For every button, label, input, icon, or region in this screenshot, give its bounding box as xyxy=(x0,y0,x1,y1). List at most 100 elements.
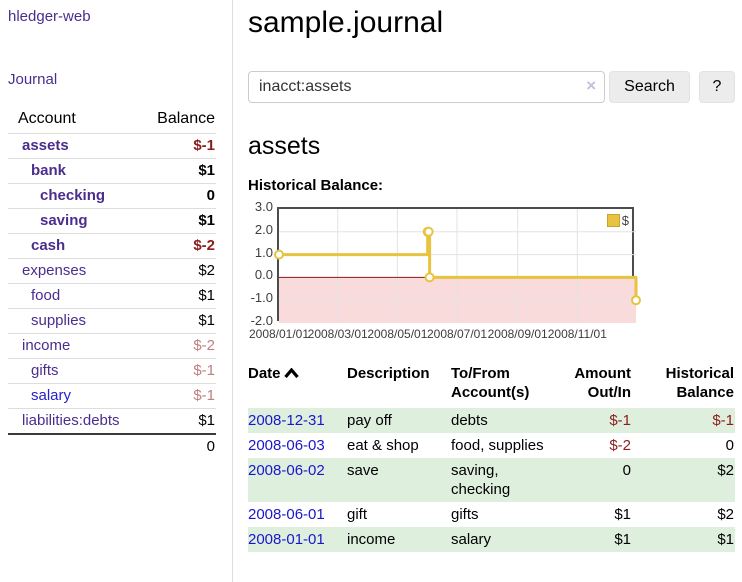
transaction-accounts: debts xyxy=(451,412,488,429)
register-header-row: Date Description To/From Account(s) Amou… xyxy=(248,362,735,408)
y-axis-tick-label: -1.0 xyxy=(250,290,273,306)
x-axis-tick-label: 2008/07/01 xyxy=(426,327,488,341)
transaction-accounts: salary xyxy=(451,531,492,548)
series-color-swatch-icon xyxy=(606,214,620,227)
account-row: expenses $2 xyxy=(8,258,216,284)
y-axis-tick-label: -2.0 xyxy=(250,313,273,328)
account-balance: $1 xyxy=(198,287,215,304)
transaction-accounts: saving, checking xyxy=(451,462,511,498)
account-balance: $1 xyxy=(198,162,215,179)
main-content: sample.journal × Search ? assets Histori… xyxy=(248,0,735,552)
sidebar-account-link[interactable]: assets xyxy=(22,137,69,154)
x-axis-tick-label: 2008/09/01 xyxy=(487,327,548,341)
account-balance: $-1 xyxy=(193,362,215,379)
x-axis-tick-label: 2008/01/01 xyxy=(248,327,310,341)
account-balance: $-1 xyxy=(193,387,215,404)
x-axis-tick-label: 2008/03/01 xyxy=(307,327,368,341)
transaction-amount: $1 xyxy=(614,531,631,548)
register-row: 2008-06-02 save saving, checking 0 $2 xyxy=(248,458,735,502)
sidebar-account-link[interactable]: liabilities:debts xyxy=(22,412,120,429)
register-header-balance: Historical Balance xyxy=(665,365,734,401)
transaction-date-link[interactable]: 2008-01-01 xyxy=(248,531,325,548)
transaction-balance: 0 xyxy=(725,437,734,454)
sidebar-account-link[interactable]: food xyxy=(31,287,61,304)
transaction-description: pay off xyxy=(347,412,392,429)
nav-journal-link[interactable]: Journal xyxy=(8,71,58,88)
register-header-date[interactable]: Date xyxy=(248,362,347,408)
account-row: income $-2 xyxy=(8,333,216,359)
sidebar-account-link[interactable]: gifts xyxy=(31,362,59,379)
transaction-date-link[interactable]: 2008-12-31 xyxy=(248,412,325,429)
sidebar-account-link[interactable]: supplies xyxy=(31,312,87,329)
chart-legend: $ xyxy=(606,213,629,228)
account-row: saving $1 xyxy=(8,208,216,234)
transaction-accounts: gifts xyxy=(451,506,479,523)
account-row: supplies $1 xyxy=(8,308,216,334)
help-button[interactable]: ? xyxy=(698,71,735,103)
transaction-amount: $-2 xyxy=(609,437,631,454)
sidebar-account-link[interactable]: income xyxy=(22,337,71,354)
account-balance: $-2 xyxy=(193,337,215,354)
transaction-amount: $-1 xyxy=(609,412,631,429)
sidebar-account-link[interactable]: checking xyxy=(40,187,106,204)
account-row: gifts $-1 xyxy=(8,358,216,384)
account-balance: $1 xyxy=(198,212,215,229)
account-row: salary $-1 xyxy=(8,383,216,409)
register-row: 2008-12-31 pay off debts $-1 $-1 xyxy=(248,408,735,433)
accounts-total-row: 0 xyxy=(8,434,216,459)
register-row: 2008-06-03 eat & shop food, supplies $-2 0 xyxy=(248,433,735,458)
sidebar-account-link[interactable]: saving xyxy=(40,212,88,229)
transaction-balance: $2 xyxy=(717,506,734,523)
transaction-amount: 0 xyxy=(622,462,631,479)
transaction-accounts: food, supplies xyxy=(451,437,544,454)
transaction-balance: $2 xyxy=(717,462,734,479)
x-axis-tick-label: 2008/05/01 xyxy=(367,327,428,341)
series-label: $ xyxy=(621,213,629,228)
sidebar-account-link[interactable]: salary xyxy=(31,387,72,404)
accounts-table: Account Balance assets $-1 bank $1 checking 0… xyxy=(8,108,216,459)
search-box: × xyxy=(248,71,606,103)
register-row: 2008-06-01 gift gifts $1 $2 xyxy=(248,502,735,527)
transaction-date-link[interactable]: 2008-06-02 xyxy=(248,462,325,479)
transaction-date-link[interactable]: 2008-06-01 xyxy=(248,506,325,523)
y-axis-tick-label: 2.0 xyxy=(254,221,273,237)
sidebar-account-link[interactable]: bank xyxy=(31,162,67,179)
search-bar: × Search ? xyxy=(248,71,735,103)
balance-chart: 3.0 2.0 1.0 0.0 -1.0 -2.0 2008/01/01 2008/03/01… xyxy=(248,199,735,344)
accounts-header-account: Account xyxy=(18,110,76,127)
y-axis-tick-label: 3.0 xyxy=(254,199,273,214)
y-axis-tick-label: 0.0 xyxy=(254,267,273,283)
data-point xyxy=(423,226,434,237)
register-table: Date Description To/From Account(s) Amou… xyxy=(248,362,735,552)
data-point xyxy=(424,272,435,283)
transaction-description: save xyxy=(347,462,379,479)
account-balance: 0 xyxy=(206,187,215,204)
account-balance: $1 xyxy=(198,312,215,329)
transaction-amount: $1 xyxy=(614,506,631,523)
transaction-description: income xyxy=(347,531,396,548)
x-axis-tick-label: 2008/11/01 xyxy=(547,327,607,341)
account-row: bank $1 xyxy=(8,158,216,184)
account-row: assets $-1 xyxy=(8,133,216,159)
chart-plot-area: $ xyxy=(274,207,641,323)
account-row: liabilities:debts $1 xyxy=(8,408,216,435)
sidebar-account-link[interactable]: cash xyxy=(31,237,66,254)
search-button[interactable]: Search xyxy=(609,71,690,103)
data-point xyxy=(274,249,284,260)
account-balance: $-2 xyxy=(193,237,215,254)
y-axis-tick-label: 1.0 xyxy=(254,244,273,260)
transaction-date-link[interactable]: 2008-06-03 xyxy=(248,437,325,454)
account-row: cash $-2 xyxy=(8,233,216,259)
brand-link[interactable]: hledger-web xyxy=(8,8,91,25)
account-balance: $-1 xyxy=(193,137,215,154)
sidebar-account-link[interactable]: expenses xyxy=(22,262,87,279)
transaction-balance: $1 xyxy=(717,531,734,548)
search-input[interactable] xyxy=(248,71,606,103)
sort-ascending-icon xyxy=(283,367,299,379)
register-header-amount: Amount Out/In xyxy=(574,365,631,401)
register-row: 2008-01-01 income salary $1 $1 xyxy=(248,527,735,552)
account-balance: $1 xyxy=(198,412,215,429)
clear-search-icon[interactable]: × xyxy=(586,76,597,95)
accounts-header-balance: Balance xyxy=(157,110,215,127)
account-balance: $2 xyxy=(198,262,215,279)
